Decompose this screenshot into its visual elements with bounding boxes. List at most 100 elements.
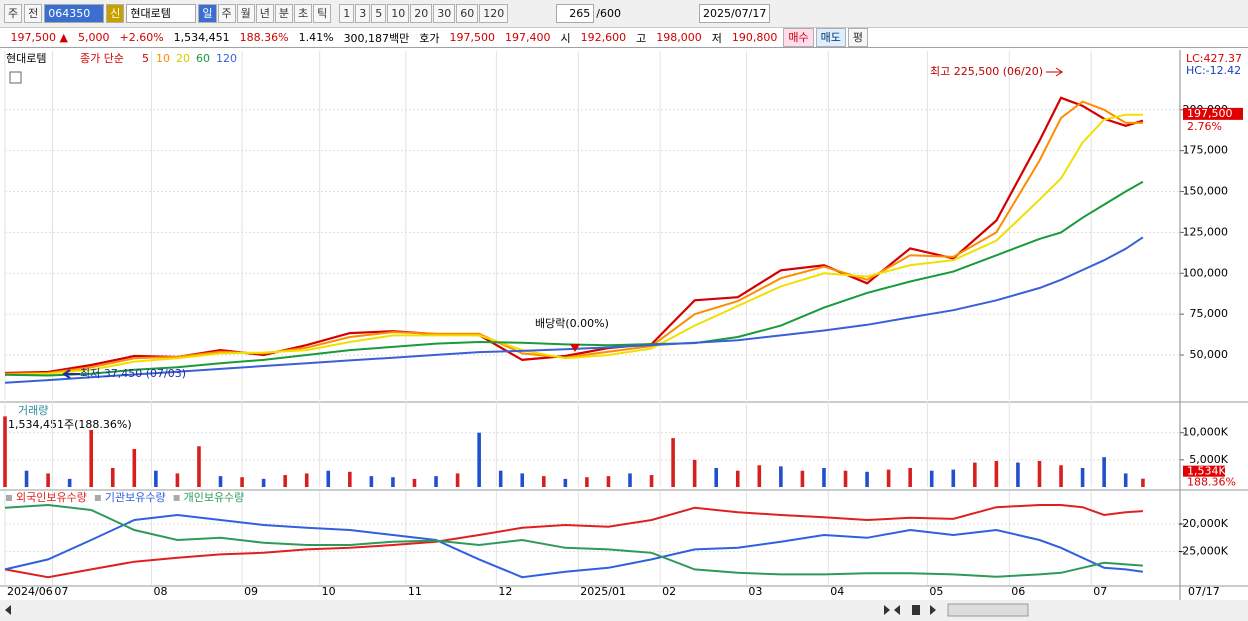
sell-button[interactable]: 매도	[815, 28, 846, 47]
legend-entry: 20	[176, 52, 190, 65]
volume-bar	[1016, 462, 1020, 487]
y-tick-label: -25,000K	[1178, 545, 1228, 558]
last-price: 197,500	[1187, 107, 1233, 120]
avg-button[interactable]: 평	[847, 28, 869, 47]
annotation: 최저 37,450 (07/03)	[80, 367, 186, 380]
y-tick-label: 125,000	[1183, 225, 1229, 238]
x-tick-label: 10	[322, 585, 336, 598]
volume-bar	[412, 478, 417, 487]
volume-bar	[46, 473, 50, 487]
volume-bar	[886, 469, 891, 487]
count[interactable]: 265	[556, 4, 595, 23]
volume-bar	[154, 470, 158, 487]
volume-bar	[692, 459, 697, 487]
scrollbar[interactable]	[0, 600, 1248, 621]
legend-entry: 개인보유수량	[184, 491, 245, 504]
minute-button[interactable]: 60	[456, 4, 479, 23]
volume-bar	[757, 465, 762, 487]
volume-bar	[1059, 465, 1063, 487]
annotation: 최고 225,500 (06/20)	[930, 65, 1043, 78]
volume-bar	[779, 466, 783, 487]
y-tick-label: 10,000K	[1182, 426, 1228, 439]
minute-button[interactable]: 3	[355, 4, 371, 23]
annotation-arrow	[1046, 67, 1063, 77]
volume-bar	[498, 470, 503, 487]
volume-bar	[929, 470, 934, 487]
x-tick-label: 06	[1011, 585, 1025, 598]
volume-bar	[800, 470, 805, 487]
legend-entry: 5	[142, 52, 149, 65]
x-tick-label: 07	[54, 585, 68, 598]
last-volume-ratio: 188.36%	[1187, 476, 1236, 489]
legend-swatch	[6, 495, 12, 501]
amount: 300,187백만	[343, 31, 410, 45]
volume: 1,534,451	[173, 31, 230, 44]
badge: 신	[106, 4, 125, 23]
period-button[interactable]: 월	[236, 4, 255, 23]
y-tick-label: 5,000K	[1189, 453, 1228, 466]
volume-bar	[283, 475, 287, 487]
buy-button[interactable]: 매수	[783, 28, 814, 47]
volume-bar	[3, 416, 7, 487]
y-tick-label: -20,000K	[1178, 517, 1228, 530]
series-line	[4, 236, 1144, 384]
last-volume-box	[1183, 465, 1225, 477]
series-line	[4, 504, 1143, 579]
period-button[interactable]: 주	[217, 4, 236, 23]
chart-stock: 현대로템	[6, 52, 46, 65]
hc-label: HC:-12.42	[1186, 64, 1241, 77]
annotation-arrow	[62, 369, 80, 379]
legend-entry: 60	[196, 52, 210, 65]
volume-bar	[261, 478, 266, 487]
minute-button[interactable]: 1	[339, 4, 355, 23]
x-tick-label: 2025/01	[580, 585, 626, 598]
y-tick-label: 50,000	[1190, 348, 1229, 361]
period-button[interactable]: 초	[294, 4, 313, 23]
volume-bar	[1080, 467, 1085, 487]
minute-button[interactable]: 30	[433, 4, 456, 23]
y-tick-label: 150,000	[1183, 185, 1229, 198]
x-tick-label: 03	[748, 585, 762, 598]
volume-bar	[951, 469, 956, 487]
series-line	[4, 100, 1143, 375]
volume-bar	[822, 467, 826, 487]
period-button[interactable]: 분	[274, 4, 293, 23]
minute-button[interactable]: 5	[371, 4, 387, 23]
volume-ratio: 188.36%	[239, 31, 289, 44]
minute-button[interactable]: 20	[410, 4, 433, 23]
volume-bar	[240, 477, 244, 487]
x-tick-label: 05	[929, 585, 943, 598]
view[interactable]: 주	[4, 4, 23, 23]
period-button[interactable]: 년	[255, 4, 274, 23]
tool-icon[interactable]	[9, 71, 22, 84]
period-button[interactable]: 일	[198, 4, 217, 23]
volume-bar	[434, 476, 438, 487]
last-rate: 2.76%	[1187, 120, 1222, 133]
info-bar: 197,500 ▲ 5,000 +2.60% 1,534,451 188.36%…	[0, 28, 1248, 48]
volume-bar	[326, 470, 331, 487]
mode[interactable]: 전	[24, 4, 43, 23]
volume-bar	[175, 473, 180, 487]
volume-bar	[67, 478, 72, 487]
minute-button[interactable]: 120	[479, 4, 509, 23]
scroll-thumb[interactable]	[947, 603, 1029, 617]
ask: 197,500	[449, 31, 496, 44]
date[interactable]: 2025/07/17	[698, 4, 771, 23]
low-label: 저	[711, 31, 722, 45]
volume-bar	[843, 470, 848, 487]
volume-bar	[865, 471, 869, 487]
price: 197,500 ▲	[10, 31, 68, 44]
minute-button[interactable]: 10	[387, 4, 410, 23]
volume-bar	[585, 477, 589, 487]
volume-bar	[541, 476, 546, 487]
period-button[interactable]: 틱	[313, 4, 332, 23]
quote-label: 호가	[419, 31, 440, 45]
volume-bar	[369, 476, 374, 487]
high: 198,000	[656, 31, 702, 44]
x-tick-label: 08	[154, 585, 168, 598]
volume-bar	[908, 467, 912, 487]
series-line	[4, 503, 1143, 578]
code-input[interactable]: 064350	[44, 4, 105, 23]
